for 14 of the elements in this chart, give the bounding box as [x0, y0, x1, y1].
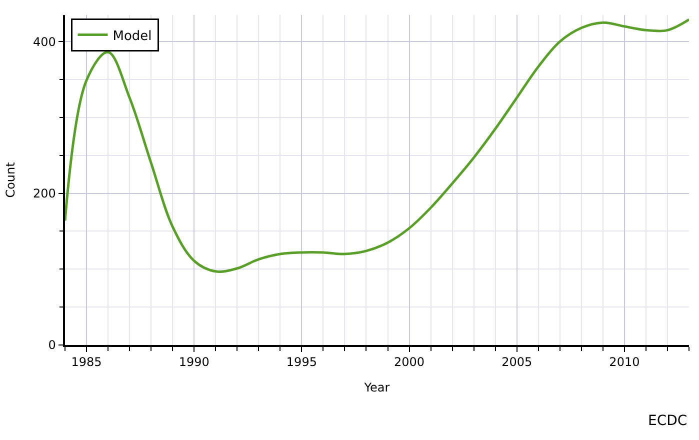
y-tick-label: 200: [32, 186, 56, 200]
y-axis-title: Count: [4, 162, 18, 198]
x-tick-label: 2005: [502, 355, 532, 370]
x-tick-label: 1990: [178, 355, 210, 370]
y-tick-label: 0: [48, 338, 56, 352]
x-tick-label: 2010: [609, 355, 640, 370]
x-axis-title: Year: [363, 380, 390, 395]
x-tick-label: 1985: [71, 355, 102, 370]
text: ECDC: [648, 413, 688, 429]
line-series: [65, 18, 689, 273]
legend-label: Model: [112, 28, 152, 44]
y-tick-label: 400: [32, 34, 56, 49]
x-tick-label: 2000: [394, 355, 425, 370]
x-tick-label: 1995: [286, 355, 317, 370]
